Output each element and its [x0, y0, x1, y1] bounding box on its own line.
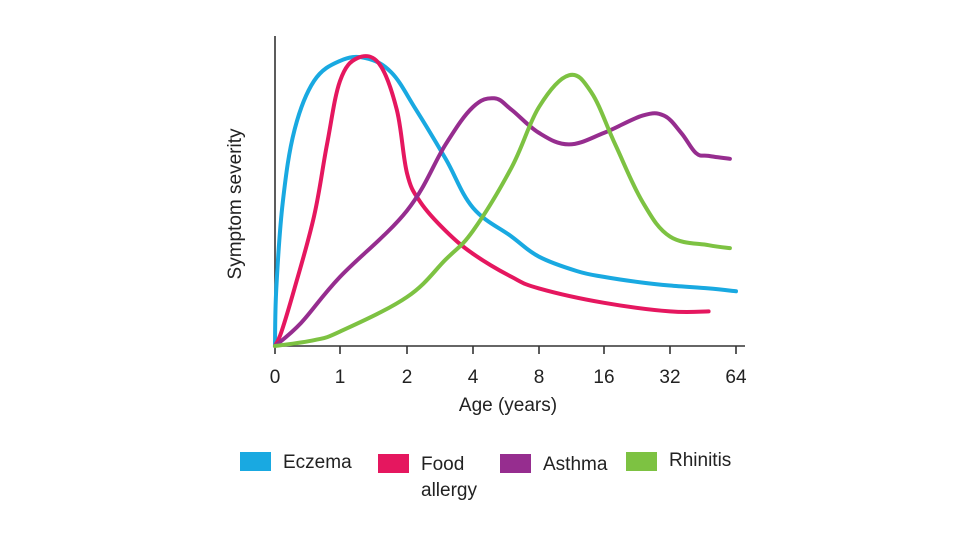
x-tick-label-0: 0 [270, 367, 281, 388]
legend-swatch-eczema [240, 452, 271, 471]
series-line-food-allergy [273, 54, 711, 348]
series-line-asthma [273, 96, 732, 348]
legend-swatch-food-allergy [378, 454, 409, 473]
legend-label-rhinitis: Rhinitis [669, 450, 731, 471]
x-tick-label-16: 16 [593, 367, 614, 388]
x-tick-label-32: 32 [659, 367, 680, 388]
legend-label-eczema: Eczema [283, 452, 352, 473]
x-tick-label-2: 2 [402, 367, 413, 388]
legend: Eczema Food allergy Asthma Rhinitis [240, 450, 731, 501]
legend-label-food-allergy: Food allergy [421, 454, 477, 501]
x-ticks: 0 1 2 4 8 16 32 64 [270, 346, 747, 388]
x-tick-label-64: 64 [725, 367, 747, 388]
x-tick-label-4: 4 [468, 367, 479, 388]
y-axis-title: Symptom severity [225, 128, 246, 279]
x-axis-title: Age (years) [459, 395, 557, 416]
series-lines [273, 54, 738, 348]
legend-label-food-allergy-line2: allergy [421, 480, 477, 501]
legend-swatch-rhinitis [626, 452, 657, 471]
series-line-eczema [273, 54, 738, 348]
legend-label-asthma: Asthma [543, 454, 608, 475]
legend-swatch-asthma [500, 454, 531, 473]
x-tick-label-8: 8 [534, 367, 545, 388]
legend-label-food-allergy-line1: Food [421, 454, 464, 475]
x-tick-label-1: 1 [335, 367, 346, 388]
series-line-rhinitis [273, 72, 732, 348]
